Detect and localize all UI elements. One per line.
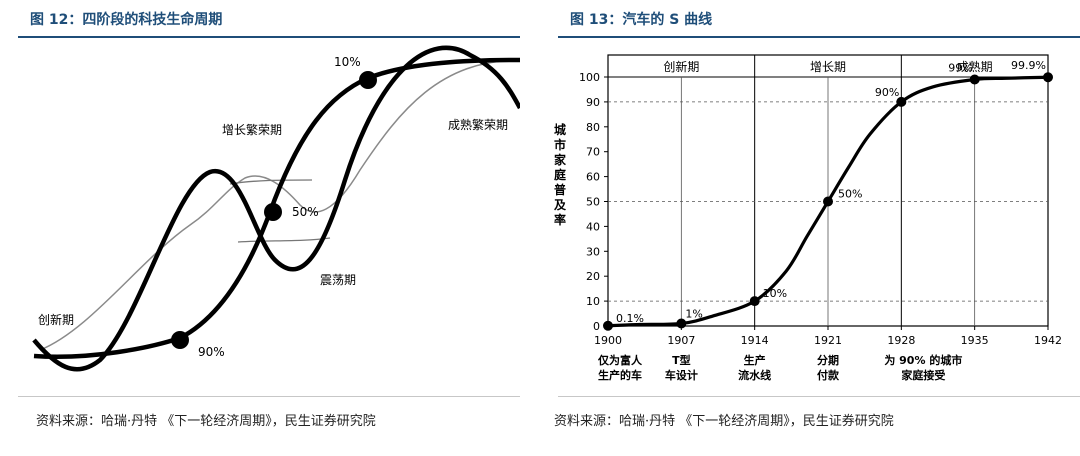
point-10-dot: [171, 331, 189, 349]
data-point: [823, 196, 833, 207]
stage-label-maturity: 成熟繁荣期: [448, 117, 508, 132]
left-title-bar: 图 12：四阶段的科技生命周期: [0, 8, 520, 38]
data-point: [896, 96, 907, 107]
point-10-label: 90%: [198, 345, 225, 359]
x-annotation-line: 家庭接受: [901, 368, 945, 382]
x-axis: 1900 1907 1914 1921 1928 1935 1942: [594, 326, 1062, 347]
left-chart-svg: 90% 50% 10% 创新期 增长繁荣期 震荡期 成熟繁荣期: [32, 45, 522, 372]
right-title-rule: [558, 36, 1080, 38]
y-axis-title-char: 家: [554, 152, 567, 167]
phase-label: 增长期: [810, 60, 846, 74]
data-point: [603, 320, 613, 331]
x-annotation-line: 生产: [744, 353, 766, 367]
data-point-label: 50%: [838, 188, 862, 201]
right-figure: 图 13：汽车的 S 曲线 城市家庭普及率 创新期 增长期 成熟期 0 10 20 30 4…: [540, 0, 1080, 456]
y-tick-label: 80: [586, 121, 600, 134]
y-axis: 0 10 20 30 40 50 60 70 80 90 100: [579, 71, 608, 333]
y-tick-label: 0: [593, 320, 600, 333]
plateau-line-upper: [229, 179, 313, 185]
x-annotation-line: 生产的车: [598, 368, 642, 382]
data-point-label: 99.9%: [1011, 59, 1046, 72]
left-figure-title: 图 12：四阶段的科技生命周期: [30, 12, 223, 28]
x-annotation-line: 仅为富人: [597, 353, 643, 367]
x-tick-label: 1900: [594, 334, 622, 347]
data-point: [749, 296, 760, 307]
y-tick-label: 10: [586, 295, 600, 308]
right-figure-title: 图 13：汽车的 S 曲线: [570, 12, 713, 28]
point-50-dot: [264, 203, 282, 221]
thin-trend-curve: [39, 59, 521, 351]
data-point-label: 90%: [875, 86, 899, 99]
plateau-line-lower: [237, 237, 331, 243]
left-title-rule: [18, 36, 520, 38]
right-source-note: 资料来源：哈瑞·丹特 《下一轮经济周期》，民生证券研究院: [554, 414, 894, 429]
y-axis-title-char: 普: [554, 182, 566, 197]
data-point-label: 0.1%: [616, 312, 644, 325]
y-tick-label: 60: [586, 171, 600, 184]
phase-label: 创新期: [663, 59, 699, 74]
x-annotation-line: 车设计: [665, 368, 698, 382]
y-tick-label: 100: [579, 71, 600, 84]
y-tick-label: 70: [586, 146, 600, 159]
y-axis-title-char: 庭: [554, 167, 566, 182]
y-axis-title-char: 城: [554, 122, 566, 137]
stage-label-growth: 增长繁荣期: [222, 122, 282, 137]
y-tick-label: 40: [586, 220, 600, 233]
right-source-rule: [558, 396, 1080, 397]
data-point-label: 1%: [685, 308, 702, 321]
x-annotation-line: 付款: [817, 368, 840, 382]
point-90-dot: [359, 71, 377, 89]
y-tick-label: 30: [586, 245, 600, 258]
left-source-rule: [18, 396, 520, 397]
y-axis-title-char: 及: [554, 198, 567, 212]
y-axis-title-char: 率: [554, 212, 566, 227]
data-point-label: 10%: [763, 287, 787, 300]
x-tick-label: 1942: [1034, 334, 1062, 347]
wave-curve: [32, 45, 522, 372]
x-tick-label: 1921: [814, 334, 842, 347]
phase-label: 成熟期: [957, 59, 993, 74]
x-tick-label: 1935: [961, 334, 989, 347]
y-tick-label: 20: [586, 270, 600, 283]
point-90-label: 10%: [334, 55, 361, 69]
data-point: [969, 74, 980, 85]
data-markers: 0.1% 1% 10% 50% 90% 99% 99.9%: [603, 59, 1053, 331]
stage-label-shakeout: 震荡期: [320, 273, 356, 287]
stage-label-innovation: 创新期: [38, 312, 74, 327]
x-annotation-line: 为 90% 的城市: [884, 353, 962, 367]
x-tick-label: 1928: [887, 334, 915, 347]
y-tick-label: 90: [586, 96, 600, 109]
data-point-label: 99%: [948, 61, 972, 74]
data-point: [1043, 72, 1053, 83]
x-tick-label: 1914: [741, 334, 769, 347]
right-chart: 城市家庭普及率 创新期 增长期 成熟期 0 10 20 30 40 50 60 70 80 90 100…: [540, 34, 1080, 388]
y-tick-label: 50: [586, 196, 600, 209]
y-axis-title-char: 市: [554, 137, 566, 152]
x-annotation-line: T型: [672, 353, 691, 367]
data-point: [676, 318, 687, 329]
x-tick-label: 1907: [667, 334, 695, 347]
left-chart: 90% 50% 10% 创新期 增长繁荣期 震荡期 成熟繁荣期: [0, 34, 522, 378]
x-annotation-line: 流水线: [738, 368, 771, 382]
x-annotation-line: 分期: [817, 353, 839, 367]
point-50-label: 50%: [292, 205, 319, 219]
left-source-note: 资料来源：哈瑞·丹特 《下一轮经济周期》，民生证券研究院: [36, 414, 376, 429]
left-figure: 图 12：四阶段的科技生命周期 90% 50% 10% 创新期 增长繁荣期 震荡…: [0, 0, 522, 456]
right-title-bar: 图 13：汽车的 S 曲线: [540, 8, 1080, 38]
